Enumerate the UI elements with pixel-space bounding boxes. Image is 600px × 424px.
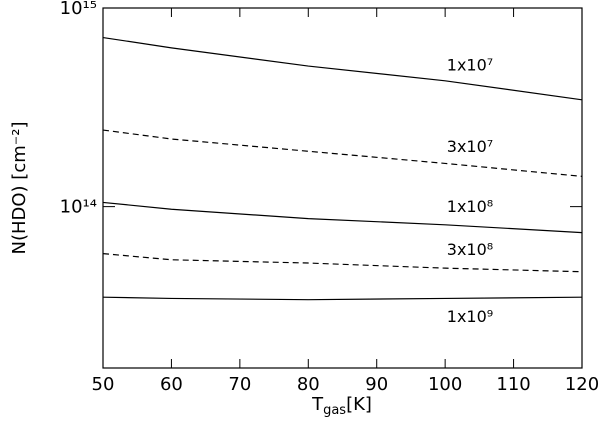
x-tick-label: 80 [297, 374, 320, 395]
x-axis-label: Tgas[K] [311, 394, 372, 418]
y-tick-label: 10¹⁴ [60, 197, 97, 218]
x-tick-label: 90 [365, 374, 388, 395]
y-tick-label: 10¹⁵ [60, 0, 97, 19]
x-tick-label: 100 [428, 374, 462, 395]
x-tick-label: 110 [496, 374, 530, 395]
x-label-sub: gas [323, 403, 346, 418]
x-tick-label: 70 [228, 374, 251, 395]
series-label: 1x10⁸ [447, 197, 493, 216]
x-label-main: T [311, 394, 324, 415]
x-label-unit: [K] [346, 394, 372, 415]
series-line [102, 253, 583, 273]
series-label: 3x10⁸ [447, 240, 493, 259]
series-line [102, 201, 583, 234]
x-tick-label: 50 [92, 374, 115, 395]
series-label: 1x10⁷ [447, 55, 493, 74]
x-tick-label: 60 [160, 374, 183, 395]
plot-frame [102, 7, 583, 369]
series-line [102, 296, 583, 301]
series-label: 3x10⁷ [447, 137, 493, 156]
series-line [102, 129, 583, 177]
x-tick-label: 120 [565, 374, 599, 395]
series-line [102, 36, 583, 101]
y-axis-label: N(HDO) [cm⁻²] [9, 122, 30, 255]
series-label: 1x10⁹ [447, 307, 493, 326]
